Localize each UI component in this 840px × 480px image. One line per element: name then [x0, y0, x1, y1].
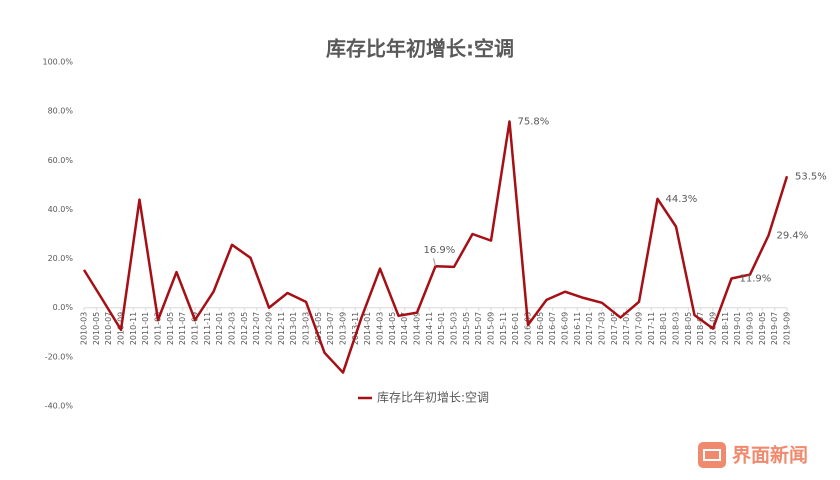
- watermark-icon-inner: [703, 449, 721, 461]
- x-tick-label: 2012-01: [215, 312, 224, 345]
- x-tick-label: 2016-07: [548, 312, 557, 345]
- x-tick-label: 2014-03: [376, 312, 385, 345]
- x-tick-label: 2012-09: [265, 312, 274, 345]
- data-label: 29.4%: [777, 230, 809, 241]
- data-label: 44.3%: [666, 194, 698, 205]
- data-label: 53.5%: [795, 171, 827, 182]
- legend-label: 库存比年初增长:空调: [377, 390, 489, 405]
- chart-title: 库存比年初增长:空调: [326, 37, 514, 61]
- data-label: 11.9%: [740, 273, 772, 284]
- x-tick-label: 2012-05: [240, 312, 249, 345]
- x-tick-label: 2017-05: [610, 312, 619, 345]
- x-tick-label: 2019-03: [746, 312, 755, 345]
- x-tick-label: 2014-11: [425, 312, 434, 345]
- x-tick-label: 2018-07: [696, 312, 705, 345]
- x-tick-label: 2011-07: [178, 312, 187, 345]
- x-tick-label: 2010-07: [104, 312, 113, 345]
- x-tick-label: 2013-01: [289, 312, 298, 345]
- x-tick-label: 2015-01: [437, 312, 446, 345]
- watermark-text: 界面新闻: [732, 444, 808, 467]
- data-label: 16.9%: [424, 245, 456, 256]
- x-tick-label: 2013-05: [314, 312, 323, 345]
- x-tick-label: 2013-11: [351, 312, 360, 345]
- x-tick-label: 2016-11: [573, 312, 582, 345]
- y-tick-label: 100.0%: [42, 58, 73, 67]
- line: [82, 120, 789, 374]
- x-tick-label: 2014-09: [413, 312, 422, 345]
- x-tick-label: 2015-05: [462, 312, 471, 345]
- x-tick-label: 2017-11: [647, 312, 656, 345]
- y-tick-label: -40.0%: [45, 402, 74, 411]
- x-tick-label: 2013-03: [302, 312, 311, 345]
- x-tick-label: 2011-01: [141, 312, 150, 345]
- x-tick-label: 2011-03: [154, 312, 163, 345]
- x-tick-label: 2011-05: [166, 312, 175, 345]
- x-tick-label: 2010-03: [80, 312, 89, 345]
- y-tick-label: 80.0%: [48, 107, 74, 116]
- x-tick-label: 2019-07: [770, 312, 779, 345]
- x-tick-label: 2014-07: [400, 312, 409, 345]
- x-tick-label: 2019-09: [783, 312, 792, 345]
- x-tick-label: 2018-05: [684, 312, 693, 345]
- y-tick-label: 20.0%: [48, 254, 74, 263]
- x-tick-label: 2011-09: [191, 312, 200, 345]
- x-tick-label: 2012-03: [228, 312, 237, 345]
- x-tick-label: 2010-05: [92, 312, 101, 345]
- x-tick-label: 2019-01: [733, 312, 742, 345]
- x-tick-label: 2017-03: [598, 312, 607, 345]
- x-tick-label: 2016-09: [561, 312, 570, 345]
- y-tick-label: 0.0%: [53, 303, 74, 312]
- x-tick-label: 2012-11: [277, 312, 286, 345]
- watermark-icon: [698, 442, 726, 468]
- watermark: 界面新闻: [698, 442, 808, 468]
- x-tick-label: 2012-07: [252, 312, 261, 345]
- x-tick-label: 2017-01: [585, 312, 594, 345]
- y-tick-label: 60.0%: [48, 156, 74, 165]
- x-tick-label: 2016-03: [524, 312, 533, 345]
- x-tick-label: 2018-11: [721, 312, 730, 345]
- x-tick-label: 2018-01: [659, 312, 668, 345]
- x-tick-label: 2015-09: [487, 312, 496, 345]
- x-tick-label: 2013-07: [326, 312, 335, 345]
- x-tick-label: 2011-11: [203, 312, 212, 345]
- x-tick-label: 2017-09: [635, 312, 644, 345]
- x-tick-label: 2016-01: [511, 312, 520, 345]
- x-tick-label: 2010-11: [129, 312, 138, 345]
- x-tick-label: 2014-05: [388, 312, 397, 345]
- x-tick-label: 2018-03: [672, 312, 681, 345]
- x-tick-label: 2016-05: [536, 312, 545, 345]
- y-tick-label: -20.0%: [45, 352, 74, 361]
- x-tick-label: 2013-09: [339, 312, 348, 345]
- x-tick-label: 2015-07: [474, 312, 483, 345]
- x-tick-label: 2019-05: [758, 312, 767, 345]
- x-tick-label: 2015-11: [499, 312, 508, 345]
- y-tick-label: 40.0%: [48, 205, 74, 214]
- x-tick-label: 2014-01: [363, 312, 372, 345]
- leader-line: [433, 258, 436, 267]
- x-tick-label: 2015-03: [450, 312, 459, 345]
- x-tick-label: 2017-07: [622, 312, 631, 345]
- data-label: 75.8%: [518, 116, 550, 127]
